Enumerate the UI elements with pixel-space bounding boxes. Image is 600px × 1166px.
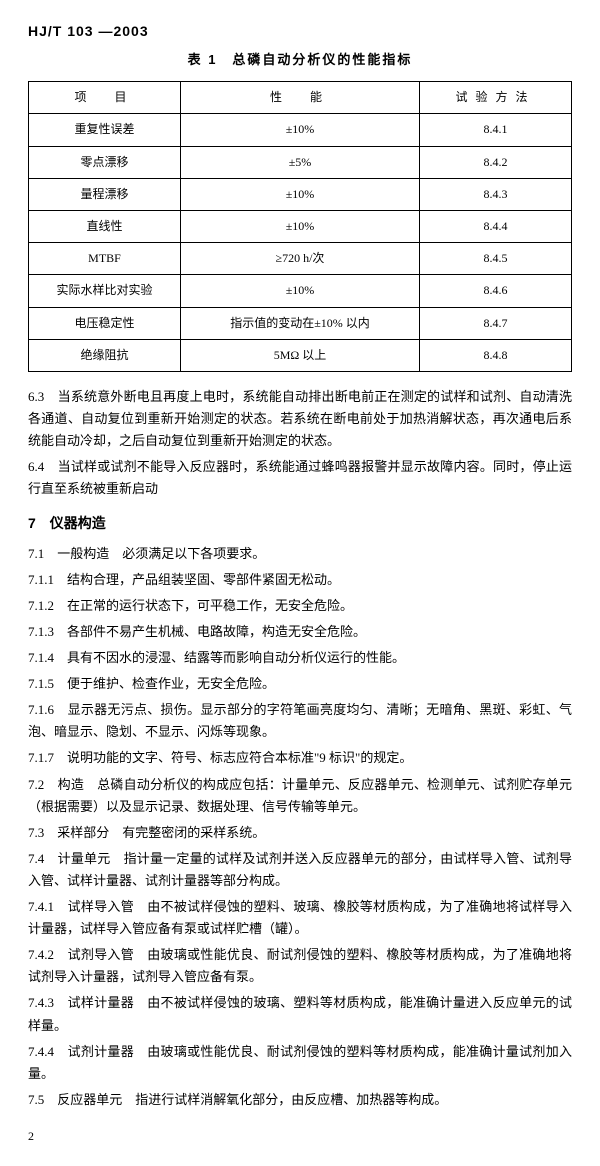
para-7-1-5: 7.1.5 便于维护、检查作业，无安全危险。	[28, 673, 572, 695]
table-cell: 8.4.8	[419, 339, 571, 371]
para-7-1-7: 7.1.7 说明功能的文字、符号、标志应符合本标准"9 标识"的规定。	[28, 747, 572, 769]
table-row: 绝缘阻抗5MΩ 以上8.4.8	[29, 339, 572, 371]
table-cell: 量程漂移	[29, 178, 181, 210]
table-cell: 8.4.1	[419, 114, 571, 146]
para-7-2: 7.2 构造 总磷自动分析仪的构成应包括：计量单元、反应器单元、检测单元、试剂贮…	[28, 774, 572, 818]
table-cell: 零点漂移	[29, 146, 181, 178]
table-row: 实际水样比对实验±10%8.4.6	[29, 275, 572, 307]
table-cell: 8.4.6	[419, 275, 571, 307]
table-header-row: 项 目 性 能 试验方法	[29, 82, 572, 114]
para-7-4-1: 7.4.1 试样导入管 由不被试样侵蚀的塑料、玻璃、橡胶等材质构成，为了准确地将…	[28, 896, 572, 940]
col-method: 试验方法	[419, 82, 571, 114]
col-item: 项 目	[29, 82, 181, 114]
section-7-title: 7 仪器构造	[28, 512, 572, 534]
para-6-3: 6.3 当系统意外断电且再度上电时，系统能自动排出断电前正在测定的试样和试剂、自…	[28, 386, 572, 452]
table-row: 量程漂移±10%8.4.3	[29, 178, 572, 210]
para-7-1: 7.1 一般构造 必须满足以下各项要求。	[28, 543, 572, 565]
para-7-1-4: 7.1.4 具有不因水的浸湿、结露等而影响自动分析仪运行的性能。	[28, 647, 572, 669]
para-7-4: 7.4 计量单元 指计量一定量的试样及试剂并送入反应器单元的部分，由试样导入管、…	[28, 848, 572, 892]
para-7-1-2: 7.1.2 在正常的运行状态下，可平稳工作，无安全危险。	[28, 595, 572, 617]
col-perf: 性 能	[181, 82, 420, 114]
para-6-4: 6.4 当试样或试剂不能导入反应器时，系统能通过蜂鸣器报警并显示故障内容。同时，…	[28, 456, 572, 500]
table-caption: 表 1 总磷自动分析仪的性能指标	[28, 50, 572, 71]
table-cell: MTBF	[29, 243, 181, 275]
table-cell: 8.4.5	[419, 243, 571, 275]
table-cell: ±5%	[181, 146, 420, 178]
table-cell: ≥720 h/次	[181, 243, 420, 275]
table-cell: 8.4.4	[419, 210, 571, 242]
table-row: 电压稳定性指示值的变动在±10% 以内8.4.7	[29, 307, 572, 339]
table-cell: 8.4.2	[419, 146, 571, 178]
standard-code: HJ/T 103 —2003	[28, 20, 572, 42]
table-cell: ±10%	[181, 210, 420, 242]
para-7-1-3: 7.1.3 各部件不易产生机械、电路故障，构造无安全危险。	[28, 621, 572, 643]
table-cell: 8.4.3	[419, 178, 571, 210]
page-number: 2	[28, 1127, 572, 1146]
table-cell: ±10%	[181, 275, 420, 307]
performance-table: 项 目 性 能 试验方法 重复性误差±10%8.4.1零点漂移±5%8.4.2量…	[28, 81, 572, 372]
table-cell: 重复性误差	[29, 114, 181, 146]
table-cell: 8.4.7	[419, 307, 571, 339]
table-row: MTBF≥720 h/次8.4.5	[29, 243, 572, 275]
para-7-5: 7.5 反应器单元 指进行试样消解氧化部分，由反应槽、加热器等构成。	[28, 1089, 572, 1111]
table-cell: 指示值的变动在±10% 以内	[181, 307, 420, 339]
para-7-4-3: 7.4.3 试样计量器 由不被试样侵蚀的玻璃、塑料等材质构成，能准确计量进入反应…	[28, 992, 572, 1036]
table-row: 直线性±10%8.4.4	[29, 210, 572, 242]
table-cell: 绝缘阻抗	[29, 339, 181, 371]
table-cell: 实际水样比对实验	[29, 275, 181, 307]
para-7-4-2: 7.4.2 试剂导入管 由玻璃或性能优良、耐试剂侵蚀的塑料、橡胶等材质构成，为了…	[28, 944, 572, 988]
para-7-3: 7.3 采样部分 有完整密闭的采样系统。	[28, 822, 572, 844]
table-cell: ±10%	[181, 114, 420, 146]
table-cell: 直线性	[29, 210, 181, 242]
para-7-1-1: 7.1.1 结构合理，产品组装坚固、零部件紧固无松动。	[28, 569, 572, 591]
table-row: 重复性误差±10%8.4.1	[29, 114, 572, 146]
para-7-4-4: 7.4.4 试剂计量器 由玻璃或性能优良、耐试剂侵蚀的塑料等材质构成，能准确计量…	[28, 1041, 572, 1085]
para-7-1-6: 7.1.6 显示器无污点、损伤。显示部分的字符笔画亮度均匀、清晰；无暗角、黑斑、…	[28, 699, 572, 743]
table-cell: ±10%	[181, 178, 420, 210]
table-cell: 5MΩ 以上	[181, 339, 420, 371]
table-row: 零点漂移±5%8.4.2	[29, 146, 572, 178]
table-cell: 电压稳定性	[29, 307, 181, 339]
